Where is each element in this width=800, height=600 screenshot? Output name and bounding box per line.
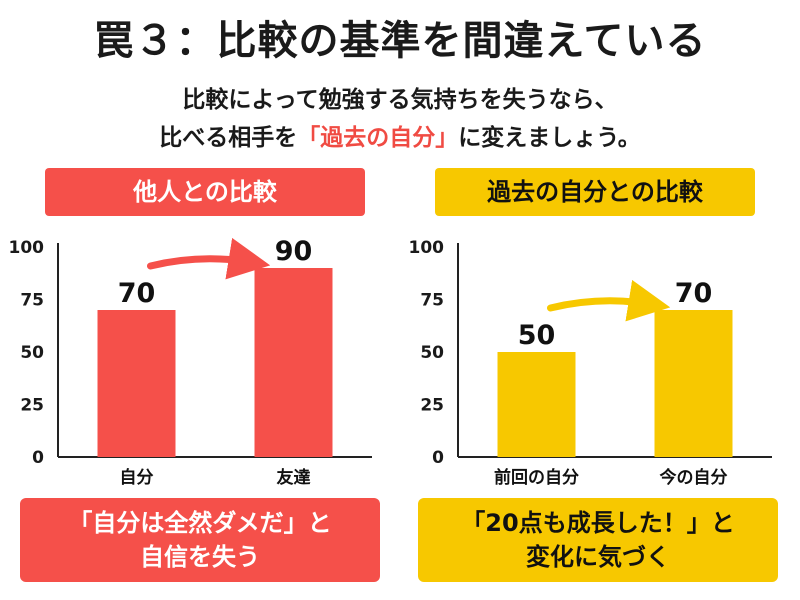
left-ytick-label: 0 [32, 448, 44, 468]
subtitle-line2-post: に変えましょう。 [458, 125, 641, 151]
left-data-label-1: 90 [275, 236, 313, 267]
left-category-label-0: 自分 [120, 467, 154, 488]
left-bar-chart: 0 25 50 75 100 70 自分 90 友達 [9, 236, 372, 488]
right-category-label-0: 前回の自分 [494, 467, 579, 488]
left-data-label-0: 70 [118, 278, 156, 309]
right-caption-line1: 「20点も成長した！」と [461, 509, 735, 537]
right-ytick-label: 100 [409, 238, 445, 258]
right-data-label-1: 70 [675, 278, 713, 309]
left-caption-box: 「自分は全然ダメだ」と 自信を失う [20, 498, 380, 582]
subtitle-line2: 比べる相手を「過去の自分」に変えましょう。 [0, 118, 800, 152]
left-category-label-1: 友達 [277, 467, 311, 488]
left-ytick-label: 75 [20, 291, 44, 311]
right-panel-label: 過去の自分との比較 [435, 168, 755, 216]
right-caption-box: 「20点も成長した！」と 変化に気づく [418, 498, 778, 582]
left-ytick-label: 50 [20, 343, 44, 363]
right-ytick-label: 25 [420, 396, 444, 416]
subtitle-line1: 比較によって勉強する気持ちを失うなら、 [182, 87, 618, 113]
subtitle-line2-pre: 比べる相手を [159, 125, 298, 151]
subtitle-highlight: 「過去の自分」 [297, 125, 459, 151]
right-bar-0 [497, 352, 576, 457]
right-data-label-0: 50 [518, 320, 556, 351]
right-bar-1 [654, 310, 733, 457]
left-ytick-label: 25 [20, 396, 44, 416]
right-ytick-label: 0 [432, 448, 444, 468]
page-title: 罠３：比較の基準を間違えている [93, 18, 707, 64]
left-trend-arrow [147, 237, 271, 280]
right-ytick-label: 50 [420, 343, 444, 363]
right-trend-arrow [547, 279, 671, 322]
right-bar-chart: 0 25 50 75 100 50 前回の自分 70 今の自分 [409, 238, 772, 488]
left-ytick-label: 100 [9, 238, 45, 258]
left-caption-line2: 自信を失う [140, 543, 260, 571]
right-caption-line2: 変化に気づく [526, 543, 670, 571]
right-ytick-label: 75 [420, 291, 444, 311]
right-category-label-1: 今の自分 [660, 467, 728, 488]
left-panel-label: 他人との比較 [45, 168, 365, 216]
left-bar-0 [97, 310, 176, 457]
left-bar-1 [254, 268, 333, 457]
left-caption-line1: 「自分は全然ダメだ」と [68, 509, 332, 537]
